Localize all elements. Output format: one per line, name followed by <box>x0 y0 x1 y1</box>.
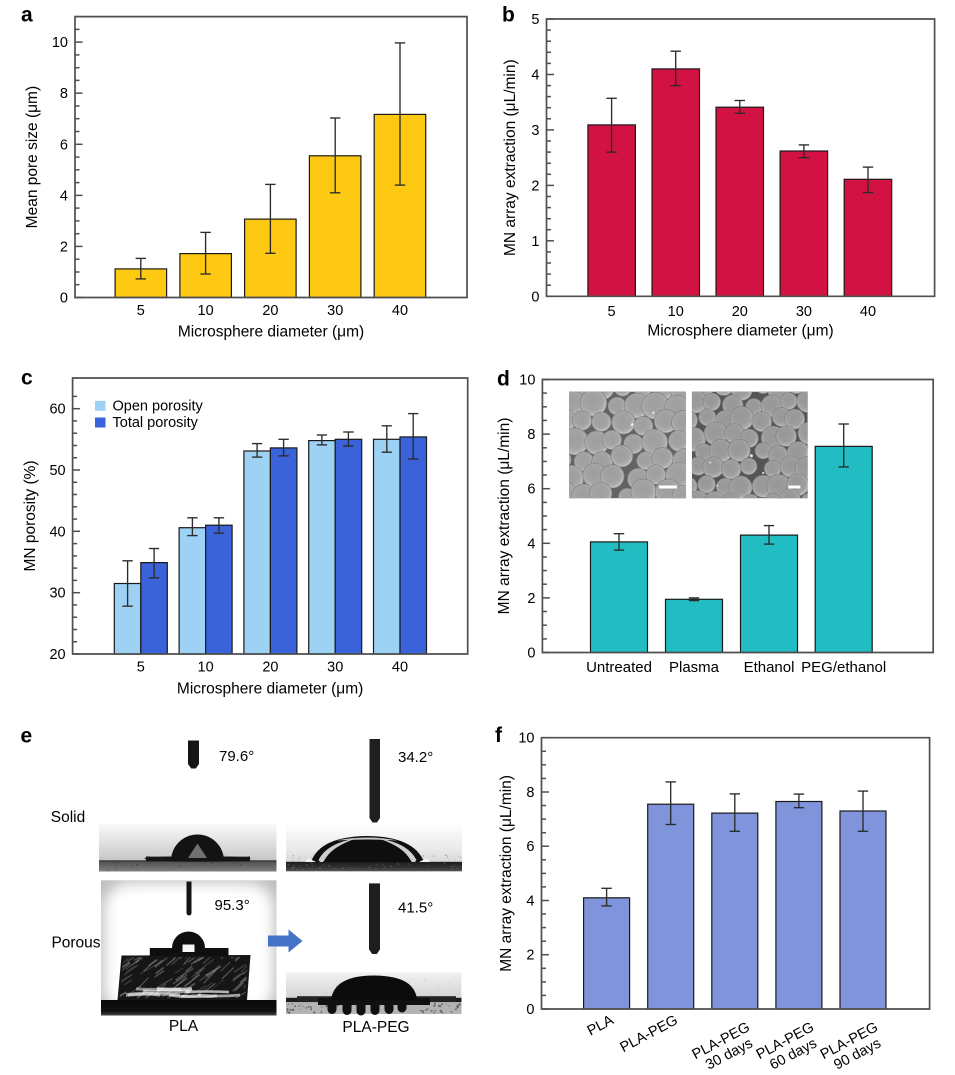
svg-text:4: 4 <box>60 188 68 204</box>
svg-text:20: 20 <box>49 647 65 663</box>
svg-text:3: 3 <box>531 123 539 139</box>
svg-text:60: 60 <box>49 402 65 418</box>
svg-text:d: d <box>497 368 510 391</box>
svg-text:PLA: PLA <box>169 1018 199 1035</box>
svg-text:Total porosity: Total porosity <box>113 415 199 431</box>
svg-text:5: 5 <box>531 12 539 28</box>
svg-text:PEG/ethanol: PEG/ethanol <box>801 659 886 676</box>
svg-text:10: 10 <box>519 373 535 389</box>
svg-text:MN porosity (%): MN porosity (%) <box>22 460 39 571</box>
svg-text:c: c <box>21 367 33 390</box>
svg-text:4: 4 <box>526 894 534 910</box>
svg-text:30: 30 <box>327 660 343 676</box>
svg-text:10: 10 <box>198 660 214 676</box>
svg-text:Plasma: Plasma <box>669 659 720 676</box>
svg-text:30: 30 <box>49 586 65 602</box>
svg-text:20: 20 <box>262 660 278 676</box>
svg-text:b: b <box>502 4 515 27</box>
svg-text:10: 10 <box>518 731 534 747</box>
svg-text:40: 40 <box>860 304 876 320</box>
svg-text:MN array extraction (μL/min): MN array extraction (μL/min) <box>502 59 519 256</box>
svg-text:2: 2 <box>526 948 534 964</box>
svg-text:50: 50 <box>49 463 65 479</box>
svg-text:40: 40 <box>392 660 408 676</box>
svg-text:PLA-PEG: PLA-PEG <box>618 1012 681 1056</box>
svg-text:30: 30 <box>796 304 812 320</box>
svg-text:6: 6 <box>527 482 535 498</box>
svg-text:MN array extraction (μL/min): MN array extraction (μL/min) <box>498 775 515 972</box>
svg-text:0: 0 <box>527 646 535 662</box>
svg-text:0: 0 <box>60 291 68 307</box>
svg-text:PLA-PEG: PLA-PEG <box>342 1019 409 1036</box>
svg-text:10: 10 <box>198 303 214 319</box>
svg-text:Solid: Solid <box>51 809 85 826</box>
svg-text:Mean pore size (μm): Mean pore size (μm) <box>24 86 41 228</box>
svg-text:1: 1 <box>531 234 539 250</box>
svg-text:PLA: PLA <box>585 1012 617 1039</box>
svg-text:41.5°: 41.5° <box>398 899 433 916</box>
svg-text:4: 4 <box>531 68 539 84</box>
svg-text:34.2°: 34.2° <box>398 749 433 766</box>
svg-text:a: a <box>21 4 33 27</box>
svg-text:0: 0 <box>526 1002 534 1018</box>
svg-text:95.3°: 95.3° <box>215 897 250 914</box>
svg-text:Ethanol: Ethanol <box>744 659 795 676</box>
svg-text:6: 6 <box>60 137 68 153</box>
svg-text:Porous: Porous <box>51 935 100 952</box>
svg-text:MN array extraction (μL/min): MN array extraction (μL/min) <box>496 418 513 615</box>
svg-text:40: 40 <box>392 303 408 319</box>
svg-text:5: 5 <box>137 660 145 676</box>
svg-text:Microsphere diameter (μm): Microsphere diameter (μm) <box>178 324 364 341</box>
svg-text:30: 30 <box>327 303 343 319</box>
svg-text:20: 20 <box>262 303 278 319</box>
svg-text:6: 6 <box>526 839 534 855</box>
svg-text:10: 10 <box>52 35 68 51</box>
svg-text:5: 5 <box>608 304 616 320</box>
svg-text:8: 8 <box>526 785 534 801</box>
svg-text:10: 10 <box>668 304 684 320</box>
svg-text:Open porosity: Open porosity <box>113 398 204 414</box>
svg-text:2: 2 <box>527 591 535 607</box>
svg-text:8: 8 <box>60 86 68 102</box>
svg-text:2: 2 <box>60 239 68 255</box>
svg-text:4: 4 <box>527 536 535 552</box>
svg-text:8: 8 <box>527 427 535 443</box>
svg-text:e: e <box>21 725 33 748</box>
svg-text:40: 40 <box>49 524 65 540</box>
svg-text:Microsphere diameter (μm): Microsphere diameter (μm) <box>177 681 363 698</box>
svg-text:f: f <box>495 724 503 747</box>
svg-text:Untreated: Untreated <box>586 659 652 676</box>
svg-text:5: 5 <box>137 303 145 319</box>
svg-text:0: 0 <box>531 289 539 305</box>
svg-text:79.6°: 79.6° <box>219 748 254 765</box>
svg-text:2: 2 <box>531 178 539 194</box>
svg-text:Microsphere diameter (μm): Microsphere diameter (μm) <box>647 322 833 339</box>
svg-text:20: 20 <box>732 304 748 320</box>
